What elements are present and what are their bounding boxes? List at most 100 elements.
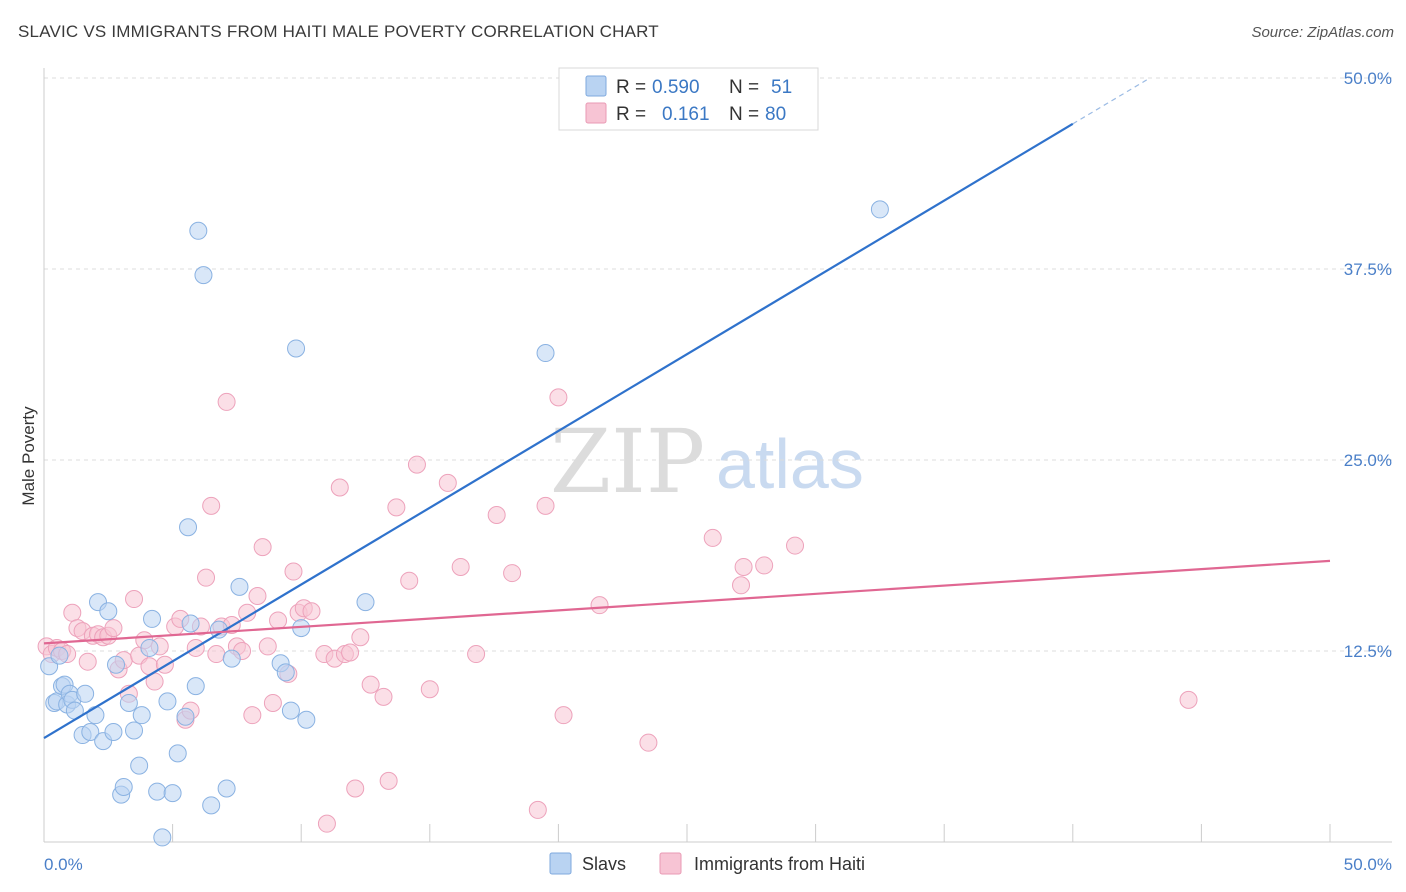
haiti-point-62	[400, 571, 419, 590]
haiti-point-77	[732, 576, 751, 595]
gridlines	[44, 77, 1392, 652]
haiti-point-78	[734, 557, 753, 576]
trend-lines	[43, 77, 1331, 740]
slavs-point-12	[81, 722, 100, 741]
chart-title: SLAVIC VS IMMIGRANTS FROM HAITI MALE POV…	[18, 22, 659, 41]
y-tick-label-3: 50.0%	[1344, 69, 1392, 88]
haiti-point-59	[374, 687, 393, 706]
bottom-legend-swatch-slavs	[549, 852, 572, 875]
slavs-point-17	[104, 722, 123, 741]
haiti-point-17	[125, 590, 144, 609]
haiti-point-66	[451, 557, 470, 576]
haiti-point-41	[253, 538, 272, 557]
legend-n-label-slavs: N =	[729, 77, 759, 98]
bottom-legend-swatch-haiti	[659, 852, 682, 875]
haiti-point-68	[487, 506, 506, 525]
y-axis-label: Male Poverty	[19, 406, 38, 506]
slavs-point-26	[143, 609, 162, 628]
slavs-point-32	[176, 707, 195, 726]
haiti-point-49	[302, 602, 321, 621]
haiti-point-8	[78, 652, 97, 671]
haiti-point-43	[263, 693, 282, 712]
haiti-point-80	[786, 536, 805, 555]
haiti-point-5	[63, 603, 82, 622]
slavs-point-44	[276, 663, 295, 682]
bottom-legend-label-slavs: Slavs	[582, 854, 626, 874]
watermark-zip: ZIP	[550, 410, 705, 513]
slavs-point-48	[297, 710, 316, 729]
slavs-point-34	[181, 614, 200, 633]
haiti-point-39	[243, 706, 262, 725]
haiti-point-64	[420, 680, 439, 699]
source-label: Source: ZipAtlas.com	[1251, 24, 1394, 41]
legend-swatch-haiti	[585, 102, 607, 124]
slavs-trend-extension	[1072, 77, 1151, 125]
slavs-point-30	[163, 784, 182, 803]
haiti-point-55	[341, 643, 360, 662]
slavs-point-3	[50, 646, 69, 665]
haiti-point-63	[407, 455, 426, 474]
haiti-point-30	[197, 568, 216, 587]
slavs-point-36	[189, 221, 208, 240]
haiti-point-56	[346, 779, 365, 798]
haiti-point-50	[317, 814, 336, 833]
legend: R = 0.590 N = 51 R = 0.161 N = 80	[558, 67, 819, 131]
slavs-point-29	[158, 692, 177, 711]
slavs-point-51	[870, 200, 889, 219]
haiti-point-13	[104, 619, 123, 638]
legend-n-haiti: 80	[765, 104, 786, 125]
haiti-point-32	[207, 645, 226, 664]
slavs-point-11	[76, 684, 95, 703]
legend-r-haiti: 0.161	[662, 104, 710, 125]
haiti-point-60	[379, 771, 398, 790]
haiti-point-44	[269, 611, 288, 630]
y-tick-label-2: 37.5%	[1344, 260, 1392, 279]
slavs-point-33	[179, 518, 198, 537]
watermark-atlas: atlas	[716, 425, 864, 503]
haiti-point-31	[202, 496, 221, 515]
x-tick-label-min: 0.0%	[44, 855, 83, 874]
slavs-point-40	[217, 779, 236, 798]
legend-r-slavs: 0.590	[652, 77, 700, 98]
legend-r-label-haiti: R =	[616, 104, 646, 125]
slavs-trend-line	[43, 122, 1074, 740]
y-tick-labels: 12.5% 25.0% 37.5% 50.0%	[1344, 69, 1392, 661]
haiti-point-67	[467, 645, 486, 664]
haiti-point-73	[554, 706, 573, 725]
slavs-point-16	[99, 602, 118, 621]
slavs-point-21	[119, 693, 138, 712]
axes	[43, 68, 1392, 843]
slavs-points	[40, 200, 889, 847]
haiti-point-75	[639, 733, 658, 752]
haiti-point-72	[549, 388, 568, 407]
haiti-point-46	[284, 562, 303, 581]
haiti-point-34	[217, 392, 236, 411]
haiti-point-76	[703, 528, 722, 547]
slavs-point-24	[132, 706, 151, 725]
haiti-point-69	[503, 564, 522, 583]
legend-swatch-slavs	[585, 75, 607, 97]
slavs-point-22	[125, 721, 144, 740]
slavs-point-25	[140, 638, 159, 657]
haiti-trend-line	[43, 559, 1331, 645]
haiti-point-61	[387, 498, 406, 517]
haiti-point-65	[438, 473, 457, 492]
slavs-point-41	[222, 649, 241, 668]
haiti-point-53	[330, 478, 349, 497]
x-tick-label-max: 50.0%	[1344, 855, 1392, 874]
haiti-point-79	[755, 556, 774, 575]
haiti-point-70	[528, 800, 547, 819]
slavs-point-46	[287, 339, 306, 358]
slavs-point-13	[86, 706, 105, 725]
haiti-point-71	[536, 496, 555, 515]
y-tick-label-0: 12.5%	[1344, 642, 1392, 661]
y-tick-label-1: 25.0%	[1344, 451, 1392, 470]
slavs-point-45	[281, 701, 300, 720]
slavs-point-49	[356, 593, 375, 612]
slavs-point-31	[168, 744, 187, 763]
haiti-point-40	[248, 586, 267, 605]
haiti-point-74	[590, 596, 609, 615]
bottom-legend-label-haiti: Immigrants from Haiti	[694, 854, 865, 874]
haiti-point-81	[1179, 690, 1198, 709]
